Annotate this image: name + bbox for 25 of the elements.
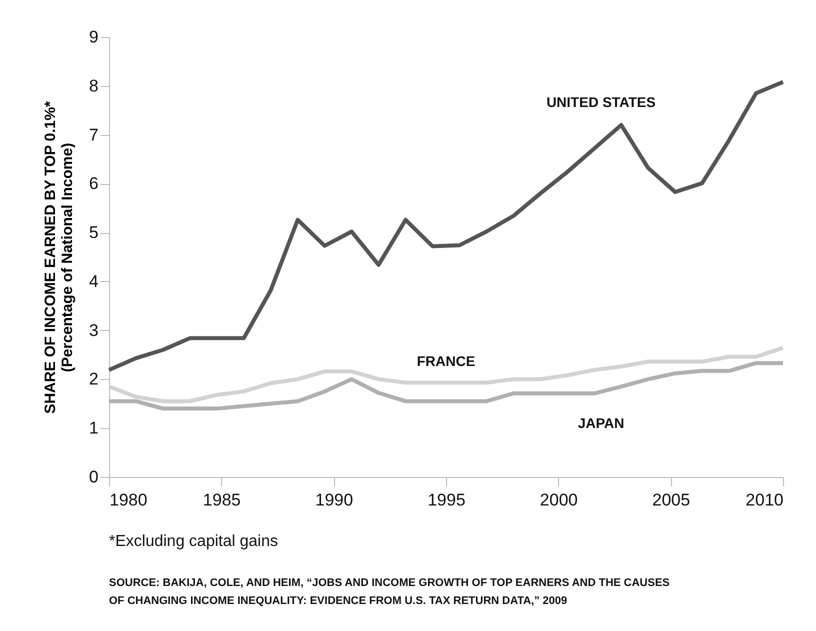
x-tick-label: 2010 xyxy=(746,490,784,510)
y-tick-label: 3 xyxy=(89,320,98,340)
series-label: JAPAN xyxy=(578,415,624,432)
y-tick-label: 7 xyxy=(89,125,98,144)
y-axis-title: SHARE OF INCOME EARNED BY TOP 0.1%* (Percentage of National Income) xyxy=(42,101,76,414)
x-tick-label: 1995 xyxy=(428,490,466,510)
y-tick-label: 1 xyxy=(89,418,98,438)
x-tick-label: 2000 xyxy=(540,490,578,510)
y-tick-label: 8 xyxy=(89,76,98,96)
y-tick-label: 2 xyxy=(89,370,98,389)
y-tick-label: 0 xyxy=(89,468,98,486)
y-tick-label: 6 xyxy=(89,174,98,194)
text: UNITED STATES xyxy=(546,94,656,110)
text: *Excluding capital gains xyxy=(109,533,278,550)
y-tick-label: 4 xyxy=(89,272,98,291)
line-series xyxy=(107,346,785,404)
y-tick-label: 5 xyxy=(89,223,98,242)
source-note: SOURCE: BAKIJA, COLE, AND HEIM, “JOBS AND INCOME GROWTH OF TOP EARNERS AND THE CAUSES OF CHANGING INCOME INEQUALITY: EVIDENCE FROM U.S. TAX RETURN DATA,” 2009 xyxy=(109,577,670,607)
x-tick-label: 1980 xyxy=(110,490,148,510)
y-tick-label: 9 xyxy=(89,28,98,46)
x-tick-label: 2005 xyxy=(652,490,690,510)
x-tick-label: 1985 xyxy=(202,490,241,510)
x-tick-label: 1990 xyxy=(315,490,354,510)
series-label: FRANCE xyxy=(416,353,476,370)
line-series xyxy=(107,80,785,372)
